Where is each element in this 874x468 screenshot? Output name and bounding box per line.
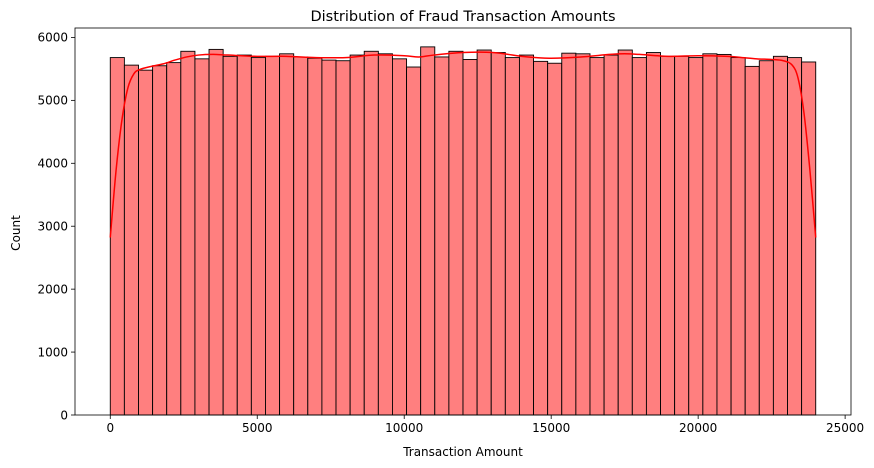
- histogram-bar: [561, 52, 577, 416]
- y-axis: 0 1000 2000 3000 4000 5000 6000: [37, 31, 75, 422]
- histogram-bar: [236, 54, 252, 416]
- histogram-bar: [575, 53, 591, 416]
- y-tick-label: 1000: [37, 345, 68, 359]
- histogram-bar: [617, 49, 633, 416]
- histogram-bar: [222, 55, 238, 416]
- histogram-bar: [533, 60, 549, 416]
- histogram-bar: [772, 55, 788, 416]
- x-tick-label: 20000: [679, 421, 717, 435]
- histogram-bar: [660, 55, 676, 416]
- histogram-bar: [377, 53, 393, 416]
- histogram-bar: [265, 55, 281, 416]
- histogram-bar: [787, 57, 803, 416]
- x-axis: 0 5000 10000 15000 20000 25000: [106, 415, 864, 435]
- bars-group: [109, 46, 817, 416]
- histogram-bar: [194, 58, 210, 416]
- histogram-bar: [406, 66, 422, 416]
- histogram-bar: [631, 57, 647, 416]
- histogram-bar: [420, 46, 436, 416]
- y-tick-label: 4000: [37, 157, 68, 171]
- histogram-bar: [363, 50, 379, 416]
- histogram-bar: [180, 50, 196, 416]
- x-tick-label: 0: [106, 421, 114, 435]
- histogram-bar: [392, 58, 408, 416]
- y-tick-label: 6000: [37, 31, 68, 45]
- histogram-bar: [547, 62, 563, 416]
- histogram-bar: [490, 52, 506, 416]
- histogram-bar: [645, 52, 661, 416]
- histogram-bar: [716, 53, 732, 416]
- histogram-bar: [307, 57, 323, 416]
- histogram-bar: [208, 48, 224, 416]
- histogram-bar: [152, 65, 168, 416]
- histogram-bar: [603, 54, 619, 416]
- y-tick-label: 5000: [37, 94, 68, 108]
- histogram-bar: [674, 55, 690, 416]
- histogram-bar: [744, 65, 760, 416]
- histogram-bar: [335, 60, 351, 416]
- x-axis-label: Transaction Amount: [402, 445, 523, 459]
- histogram-bar: [518, 54, 534, 416]
- histogram-bar: [688, 57, 704, 416]
- histogram-bar: [448, 50, 464, 416]
- x-tick-label: 10000: [385, 421, 423, 435]
- x-tick-label: 15000: [532, 421, 570, 435]
- y-tick-label: 0: [60, 408, 68, 422]
- plot-frame: [74, 27, 852, 416]
- y-tick-label: 2000: [37, 282, 68, 296]
- y-tick-label: 3000: [37, 220, 68, 234]
- histogram-bar: [730, 57, 746, 416]
- histogram-bar: [462, 59, 478, 416]
- x-tick-label: 25000: [826, 421, 864, 435]
- histogram-bar: [349, 54, 365, 416]
- histogram-bar: [589, 57, 605, 416]
- axes-frame: [74, 27, 852, 416]
- histogram-bar: [293, 56, 309, 416]
- histogram-bar: [702, 53, 718, 416]
- histogram-bar: [476, 49, 492, 416]
- x-tick-label: 5000: [242, 421, 273, 435]
- histogram-bar: [758, 60, 774, 416]
- histogram-bar: [250, 57, 266, 416]
- kde-curve: [109, 51, 817, 238]
- histogram-bar: [123, 64, 139, 416]
- histogram-bar: [138, 69, 154, 416]
- histogram-bar: [166, 62, 182, 416]
- histogram-bar: [279, 53, 295, 416]
- y-axis-label: Count: [9, 215, 23, 251]
- chart-title: Distribution of Fraud Transaction Amount…: [310, 9, 615, 25]
- histogram-bar: [109, 57, 125, 416]
- histogram-bar: [434, 56, 450, 416]
- histogram-bar: [321, 59, 337, 416]
- histogram-bar: [504, 57, 520, 416]
